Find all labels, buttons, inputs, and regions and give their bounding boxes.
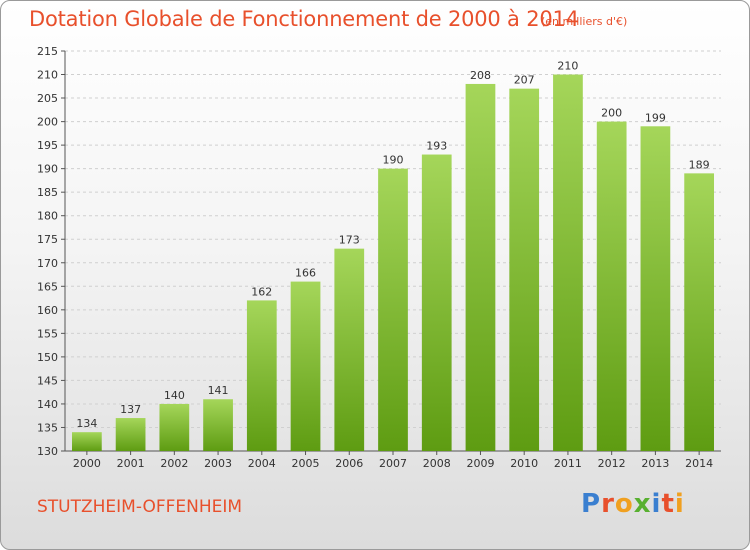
y-tick-label: 165: [37, 280, 58, 293]
value-label: 207: [514, 74, 535, 87]
bar-2014: [684, 173, 715, 451]
bar-2001: [115, 418, 146, 451]
y-tick-label: 215: [37, 45, 58, 58]
value-label: 189: [689, 158, 710, 171]
y-tick-label: 175: [37, 233, 58, 246]
value-label: 141: [208, 384, 229, 397]
value-label: 173: [339, 234, 360, 247]
value-label: 166: [295, 267, 316, 280]
bar-2009: [465, 83, 496, 452]
y-tick-label: 150: [37, 351, 58, 364]
bar-2008: [421, 154, 452, 451]
bar-2010: [509, 88, 540, 451]
y-tick-label: 130: [37, 445, 58, 458]
y-tick-label: 180: [37, 210, 58, 223]
bar-2002: [159, 403, 190, 451]
x-tick-label: 2001: [117, 457, 145, 470]
bar-2003: [203, 399, 233, 451]
x-tick-label: 2000: [73, 457, 101, 470]
x-tick-label: 2007: [379, 457, 407, 470]
y-tick-label: 195: [37, 139, 58, 152]
value-label: 199: [645, 111, 666, 124]
value-label: 193: [426, 140, 447, 153]
x-tick-label: 2002: [160, 457, 188, 470]
axes: 1301351401451501551601651701751801851901…: [37, 45, 721, 470]
x-tick-label: 2010: [510, 457, 538, 470]
proxiti-logo: Proxiti: [581, 489, 685, 519]
y-tick-label: 160: [37, 304, 58, 317]
y-tick-label: 200: [37, 116, 58, 129]
y-tick-label: 145: [37, 374, 58, 387]
y-tick-label: 135: [37, 421, 58, 434]
bar-2011: [553, 74, 583, 451]
logo-letter: r: [601, 489, 615, 519]
value-label: 190: [383, 154, 404, 167]
logo-letter: x: [633, 489, 652, 519]
x-tick-label: 2005: [292, 457, 320, 470]
logo-letter: i: [651, 489, 662, 519]
x-tick-label: 2006: [335, 457, 363, 470]
value-label: 140: [164, 389, 185, 402]
y-tick-label: 205: [37, 92, 58, 105]
x-tick-label: 2009: [466, 457, 494, 470]
x-tick-label: 2014: [685, 457, 713, 470]
bar-2000: [71, 432, 102, 451]
commune-name: STUTZHEIM-OFFENHEIM: [37, 497, 243, 517]
y-tick-label: 170: [37, 257, 58, 270]
bar-2005: [290, 281, 321, 451]
logo-letter: P: [581, 489, 602, 519]
logo-letter: t: [661, 489, 675, 519]
y-tick-label: 155: [37, 327, 58, 340]
x-tick-label: 2012: [598, 457, 626, 470]
bar-2012: [596, 121, 627, 452]
bar-2013: [640, 126, 671, 451]
value-label: 134: [76, 417, 97, 430]
value-label: 200: [601, 107, 622, 120]
bar-2004: [246, 300, 277, 451]
x-tick-label: 2003: [204, 457, 232, 470]
y-tick-label: 210: [37, 69, 58, 82]
logo-letter: i: [674, 489, 685, 519]
value-label: 137: [120, 403, 141, 416]
value-label: 210: [557, 60, 578, 73]
bar-2006: [334, 248, 365, 451]
bar-2007: [378, 168, 408, 451]
x-tick-label: 2013: [641, 457, 669, 470]
bars: 134 137 140 141 162 166 173 190 193 208 207 210 200 1…: [71, 60, 715, 452]
y-tick-label: 185: [37, 186, 58, 199]
logo-letter: o: [614, 489, 634, 519]
chart-title: Dotation Globale de Fonctionnement de 20…: [29, 7, 579, 31]
value-label: 162: [251, 285, 272, 298]
x-tick-label: 2004: [248, 457, 276, 470]
chart-subtitle: (en milliers d'€): [541, 15, 628, 28]
y-tick-label: 190: [37, 163, 58, 176]
y-tick-label: 140: [37, 398, 58, 411]
x-tick-label: 2011: [554, 457, 582, 470]
value-label: 208: [470, 69, 491, 82]
x-tick-label: 2008: [423, 457, 451, 470]
